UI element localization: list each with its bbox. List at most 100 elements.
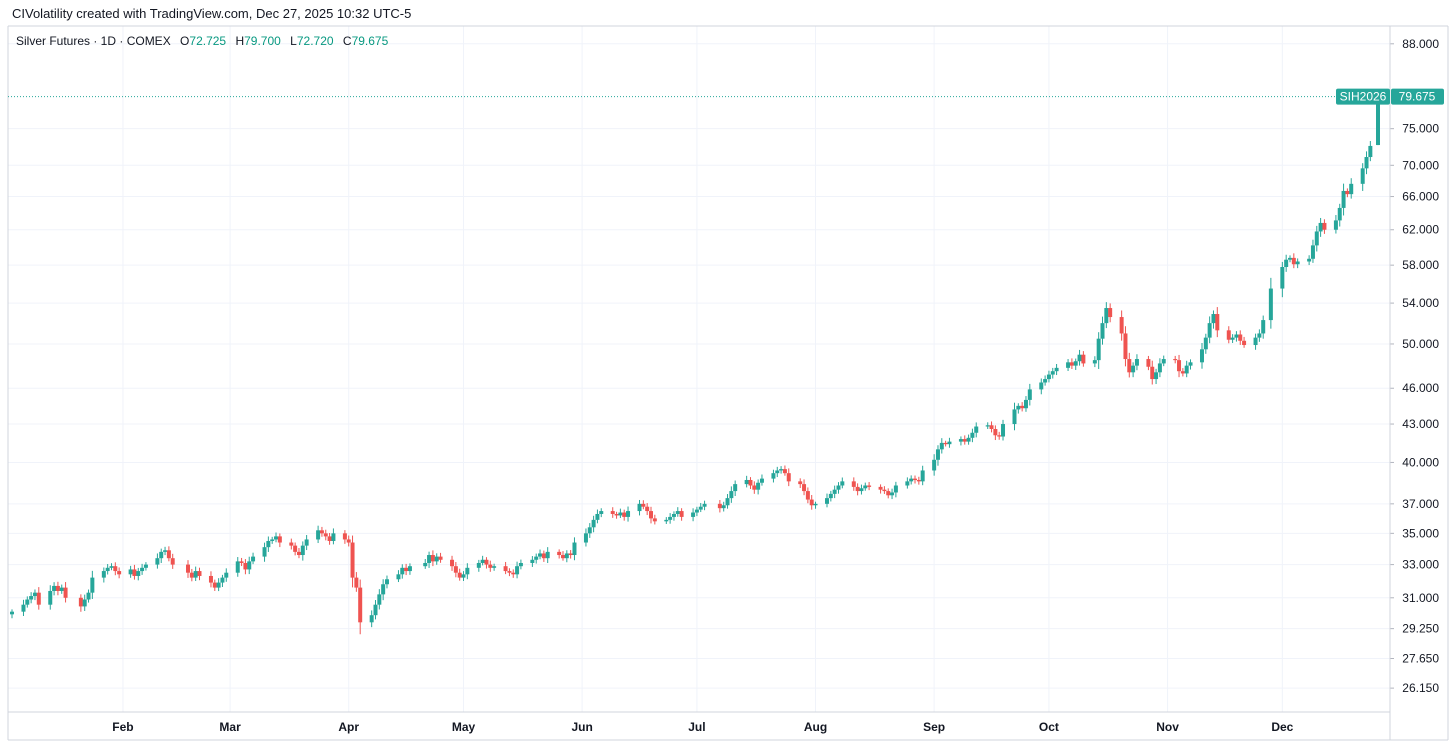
candle-body bbox=[890, 492, 895, 496]
axes bbox=[7, 25, 1449, 741]
y-tick-label: 29.250 bbox=[1402, 622, 1439, 636]
candle-body bbox=[1360, 168, 1365, 184]
candle-body bbox=[997, 435, 1002, 437]
candle-body bbox=[503, 566, 508, 572]
candle-body bbox=[277, 536, 282, 543]
candle-body bbox=[1146, 359, 1151, 367]
y-tick-label: 46.000 bbox=[1402, 381, 1439, 395]
candle-body bbox=[1261, 320, 1266, 334]
symbol-tag-bg bbox=[1336, 88, 1390, 105]
candle-body bbox=[641, 503, 646, 507]
candle-body bbox=[358, 587, 363, 623]
candle-body bbox=[434, 556, 439, 562]
candle-body bbox=[304, 539, 309, 546]
candle-body bbox=[270, 539, 275, 541]
x-tick-label: Feb bbox=[112, 720, 133, 734]
candle-body bbox=[450, 559, 455, 567]
candle-body bbox=[140, 567, 145, 572]
candle-body bbox=[32, 592, 37, 597]
candle-body bbox=[25, 599, 30, 605]
candle-body bbox=[476, 562, 481, 568]
candle-body bbox=[170, 558, 175, 565]
candle-body bbox=[1280, 266, 1285, 289]
candle-body bbox=[637, 503, 642, 512]
candle-body bbox=[939, 442, 944, 450]
candle-body bbox=[59, 587, 64, 591]
candle-body bbox=[1180, 371, 1185, 374]
candle-body bbox=[1322, 222, 1327, 230]
candle-body bbox=[958, 439, 963, 442]
candle-body bbox=[1184, 365, 1189, 374]
candle-body bbox=[212, 582, 217, 588]
candle-body bbox=[296, 551, 301, 556]
candle-body bbox=[1253, 337, 1258, 346]
symbol-name[interactable]: Silver Futures · 1D · COMEX bbox=[16, 34, 171, 48]
candle-body bbox=[247, 561, 252, 570]
candle-body bbox=[354, 577, 359, 588]
high-value: 79.700 bbox=[244, 34, 281, 48]
candle-body bbox=[511, 572, 516, 575]
low-value: 72.720 bbox=[296, 34, 334, 48]
x-tick-label: Aug bbox=[804, 720, 827, 734]
candle-body bbox=[55, 585, 60, 591]
x-tick-label: Apr bbox=[338, 720, 359, 734]
candle-body bbox=[274, 536, 279, 540]
last-price-tag: SIH2026 79.675 bbox=[8, 88, 1444, 105]
candle-body bbox=[744, 479, 749, 485]
candle-body bbox=[1001, 424, 1006, 437]
candle-body bbox=[1207, 323, 1212, 338]
y-tick-label: 31.000 bbox=[1402, 591, 1439, 605]
candle-body bbox=[484, 559, 489, 565]
candle-body bbox=[859, 488, 864, 492]
candle-body bbox=[101, 571, 106, 578]
candle-body bbox=[262, 547, 267, 557]
candle-body bbox=[1177, 360, 1182, 372]
candle-body bbox=[648, 511, 653, 519]
candle-body bbox=[1341, 190, 1346, 208]
candle-body bbox=[461, 574, 466, 578]
candle-body bbox=[759, 478, 764, 483]
candle-body bbox=[909, 478, 914, 482]
candle-body bbox=[1257, 333, 1262, 338]
candle-body bbox=[216, 582, 221, 588]
candle-body bbox=[752, 485, 757, 490]
candle-body bbox=[239, 561, 244, 563]
candle-body bbox=[128, 569, 133, 575]
candle-body bbox=[1066, 362, 1071, 368]
candle-body bbox=[319, 530, 324, 534]
candle-body bbox=[1127, 359, 1132, 373]
candle-body bbox=[373, 604, 378, 616]
candle-body bbox=[1364, 157, 1369, 169]
candle-body bbox=[507, 571, 512, 573]
candle-body bbox=[36, 592, 41, 605]
candle-body bbox=[591, 519, 596, 528]
candle-body bbox=[1345, 190, 1350, 195]
candle-body bbox=[809, 499, 814, 506]
candle-body bbox=[518, 562, 523, 567]
x-tick-label: Mar bbox=[219, 720, 241, 734]
candle-body bbox=[1234, 334, 1239, 338]
x-tick-label: Sep bbox=[923, 720, 945, 734]
candle-body bbox=[798, 481, 803, 485]
candle-body bbox=[243, 562, 248, 570]
candle-body bbox=[1173, 359, 1178, 361]
candle-body bbox=[671, 513, 676, 517]
y-tick-label: 43.000 bbox=[1402, 417, 1439, 431]
candle-body bbox=[515, 566, 520, 575]
candle-body bbox=[882, 489, 887, 492]
price-tag-bg bbox=[1391, 88, 1444, 105]
candle-body bbox=[863, 485, 868, 489]
candle-body bbox=[622, 512, 627, 517]
x-tick-label: Nov bbox=[1156, 720, 1179, 734]
candle-body bbox=[756, 482, 761, 490]
candle-body bbox=[836, 485, 841, 490]
candle-body bbox=[117, 571, 122, 575]
candle-body bbox=[488, 564, 493, 568]
candle-body bbox=[369, 615, 374, 623]
candle-body bbox=[289, 542, 294, 546]
candle-body bbox=[595, 513, 600, 520]
y-tick-label: 50.000 bbox=[1402, 337, 1439, 351]
candle-body bbox=[645, 506, 650, 512]
